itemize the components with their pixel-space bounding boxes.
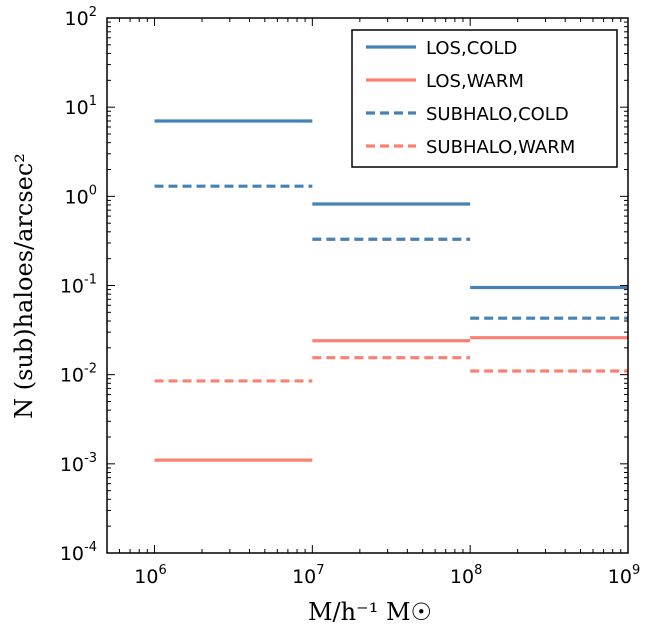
series-subhalo-warm <box>154 356 628 383</box>
y-tick-label: 100 <box>65 183 97 208</box>
ticks-layer: 106 107 108 109 10-4 10-3 10-2 10-1 100 101 102 <box>60 5 640 588</box>
legend-label: LOS,COLD <box>426 38 517 59</box>
y-tick-label: 10-1 <box>60 273 97 298</box>
y-tick-label: 10-3 <box>60 451 97 476</box>
x-tick-label: 108 <box>450 563 482 588</box>
series-los-warm <box>154 336 628 462</box>
x-tick-label: 109 <box>608 563 640 588</box>
legend-box <box>351 29 618 168</box>
y-tick-label: 101 <box>65 94 97 119</box>
series-layer <box>154 119 628 462</box>
y-axis-label: N (sub)haloes/arcsec² <box>10 153 38 419</box>
y-tick-label: 10-2 <box>60 362 97 387</box>
series-subhalo-cold <box>154 184 628 320</box>
plot-frame <box>106 17 629 554</box>
y-tick-label: 10-4 <box>60 540 97 565</box>
x-axis-label: M/h⁻¹ M☉ <box>308 598 432 626</box>
series-los-cold <box>154 119 628 290</box>
x-tick-label: 107 <box>292 563 324 588</box>
x-tick-label: 106 <box>134 563 166 588</box>
legend-label: SUBHALO,COLD <box>426 104 569 125</box>
legend-label: LOS,WARM <box>426 71 524 92</box>
legend-label: SUBHALO,WARM <box>426 137 575 158</box>
y-tick-label: 102 <box>65 5 97 30</box>
legend: LOS,COLD LOS,WARM SUBHALO,COLD SUBHALO,WARM <box>351 29 618 168</box>
